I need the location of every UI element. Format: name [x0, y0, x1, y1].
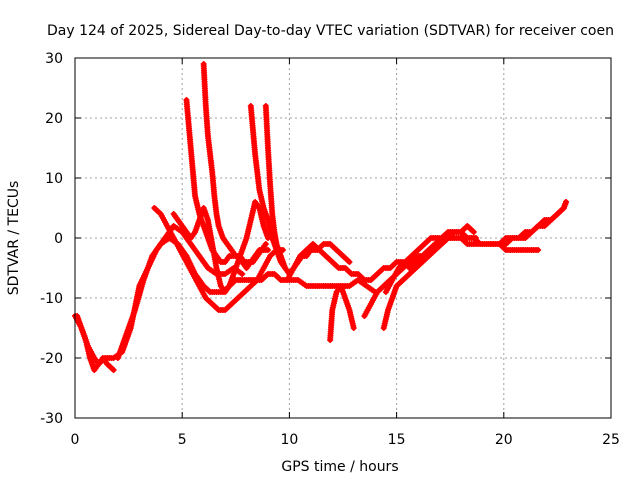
x-tick-label: 25 — [602, 432, 620, 448]
data-point-marker — [239, 271, 246, 277]
x-tick-label: 5 — [178, 432, 187, 448]
x-tick-label: 10 — [280, 432, 298, 448]
x-tick-label: 15 — [388, 432, 406, 448]
data-point-marker — [346, 259, 353, 265]
x-axis-label: GPS time / hours — [281, 459, 398, 475]
ticks — [74, 57, 612, 419]
series-satellite-track-13 — [380, 235, 542, 331]
y-axis-label: SDTVAR / TECUs — [6, 181, 22, 296]
y-tick-label: 0 — [54, 231, 63, 247]
series-satellite-track-7 — [200, 61, 269, 265]
grid — [75, 58, 611, 418]
y-tick-label: -10 — [40, 291, 63, 307]
series-satellite-track-11 — [327, 283, 357, 343]
y-tick-labels: -30 -20 -10 0 10 20 30 — [40, 51, 63, 427]
x-tick-label: 20 — [495, 432, 513, 448]
data-point-marker — [350, 325, 357, 331]
data-point-marker — [562, 199, 569, 205]
chart-title: Day 124 of 2025, Sidereal Day-to-day VTE… — [47, 23, 614, 39]
x-tick-labels: 0 5 10 15 20 25 — [71, 432, 620, 448]
data-point-marker — [470, 229, 477, 235]
x-tick-label: 0 — [71, 432, 80, 448]
y-tick-label: 30 — [45, 51, 63, 67]
data-point-marker — [262, 241, 269, 247]
data-point-marker — [472, 235, 479, 241]
y-tick-label: 10 — [45, 171, 63, 187]
y-tick-label: -30 — [40, 411, 63, 427]
series-satellite-track-16 — [382, 235, 479, 295]
y-tick-label: 20 — [45, 111, 63, 127]
data-point-marker — [264, 247, 271, 253]
series-satellite-track-10 — [284, 241, 413, 283]
series-layer — [72, 61, 569, 373]
series-satellite-track-2 — [74, 313, 117, 373]
y-tick-label: -20 — [40, 351, 63, 367]
series-satellite-track-15 — [496, 199, 569, 247]
data-point-marker — [535, 247, 542, 253]
data-point-marker — [110, 367, 117, 373]
